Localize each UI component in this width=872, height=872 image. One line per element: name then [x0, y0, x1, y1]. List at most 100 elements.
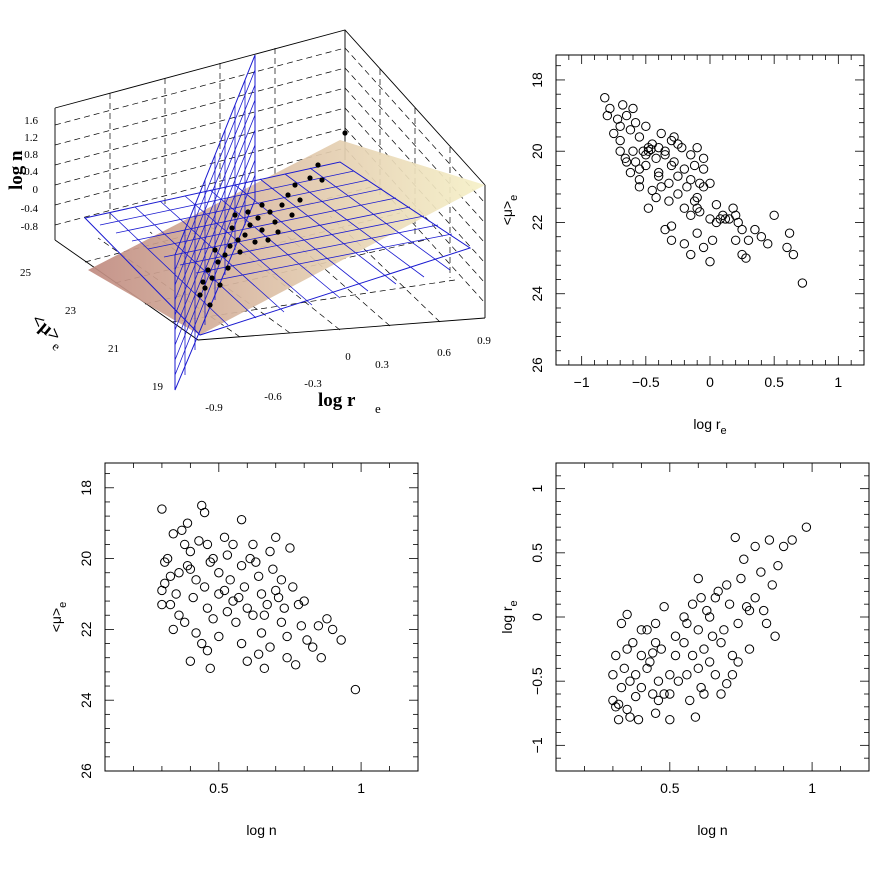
data-point	[636, 682, 647, 693]
data-point	[744, 605, 755, 616]
data-point	[253, 649, 264, 659]
data-point	[625, 125, 636, 135]
data-point	[651, 153, 661, 164]
data-point	[194, 536, 204, 546]
x-tick-label: 1	[834, 374, 842, 390]
y-tick-label: 26	[78, 763, 94, 779]
y-tick-label: 1	[529, 485, 545, 493]
y-tick: 25	[20, 267, 32, 279]
data-point	[185, 564, 196, 574]
data-point	[157, 504, 167, 514]
data-point	[767, 580, 777, 590]
y-tick-label: 22	[529, 214, 545, 230]
data-point	[622, 644, 632, 654]
data-point	[602, 110, 613, 121]
data-point	[316, 653, 326, 663]
data-point	[248, 539, 258, 550]
data-point	[743, 235, 754, 245]
data-point	[788, 249, 799, 260]
data-point	[165, 571, 176, 581]
data-point	[705, 214, 715, 224]
data-point	[620, 153, 630, 164]
data-point	[716, 689, 726, 699]
data-point	[686, 210, 696, 221]
data-point	[634, 132, 645, 142]
data-point	[698, 164, 709, 174]
x-tick-label: −0.5	[632, 374, 660, 390]
data-point	[609, 128, 619, 139]
data-point	[670, 631, 681, 641]
z-tick: 0	[33, 184, 39, 196]
data-point	[157, 599, 167, 610]
data-point	[242, 603, 252, 613]
y-tick-label: 22	[78, 621, 94, 637]
data-point	[174, 568, 184, 578]
blue-grid-plane-vertical	[174, 54, 256, 391]
data-point	[160, 578, 170, 589]
data-point	[648, 648, 658, 658]
data-point	[630, 118, 641, 128]
z-tick: 0.4	[24, 166, 38, 178]
data-point	[664, 196, 674, 206]
x-tick-label: 1	[808, 780, 816, 796]
data-point	[679, 239, 690, 249]
data-point	[686, 175, 696, 185]
data-point	[168, 624, 178, 635]
data-point	[308, 642, 318, 652]
data-point	[616, 682, 627, 693]
data-point	[761, 618, 772, 629]
data-point	[730, 210, 741, 221]
data-point	[666, 235, 677, 245]
data-point	[682, 618, 692, 629]
data-point	[707, 631, 718, 641]
data-point	[336, 635, 346, 645]
data-point	[660, 224, 670, 235]
data-point	[653, 695, 664, 706]
data-point	[741, 253, 751, 263]
data-point	[288, 582, 298, 592]
data-point	[669, 132, 679, 142]
data-point	[689, 160, 700, 171]
data-point	[695, 207, 705, 217]
data-point	[664, 178, 674, 188]
data-point	[205, 557, 215, 567]
data-point	[256, 589, 267, 599]
data-point	[191, 628, 201, 638]
data-point	[727, 650, 738, 661]
data-point	[722, 679, 732, 689]
data-point	[750, 593, 760, 603]
data-point	[268, 564, 278, 574]
data-point	[787, 535, 797, 545]
data-point	[696, 682, 706, 693]
data-point	[219, 532, 230, 543]
data-point	[625, 712, 635, 722]
data-point	[692, 228, 702, 238]
plot-frame	[104, 462, 419, 772]
data-point	[656, 182, 666, 192]
z-tick: -0.4	[21, 203, 39, 215]
data-point	[279, 603, 289, 613]
data-point	[168, 529, 178, 539]
data-point	[630, 670, 641, 680]
data-point	[630, 691, 641, 702]
y-tick-label: 0.5	[529, 543, 545, 563]
data-point	[185, 656, 196, 666]
data-point	[182, 518, 193, 528]
data-point	[302, 635, 312, 645]
data-point	[313, 621, 324, 631]
data-point	[739, 554, 749, 564]
data-point	[265, 546, 275, 557]
data-point	[722, 580, 732, 590]
data-point	[679, 612, 689, 622]
data-point	[679, 637, 689, 648]
data-point	[778, 541, 789, 552]
data-point	[219, 585, 230, 596]
data-point	[613, 699, 624, 709]
y-tick-label: 0	[529, 613, 545, 621]
data-point	[677, 142, 687, 153]
data-point	[616, 618, 627, 629]
data-point	[653, 676, 664, 686]
data-point	[645, 657, 655, 667]
x-tick: 0.9	[477, 335, 491, 347]
